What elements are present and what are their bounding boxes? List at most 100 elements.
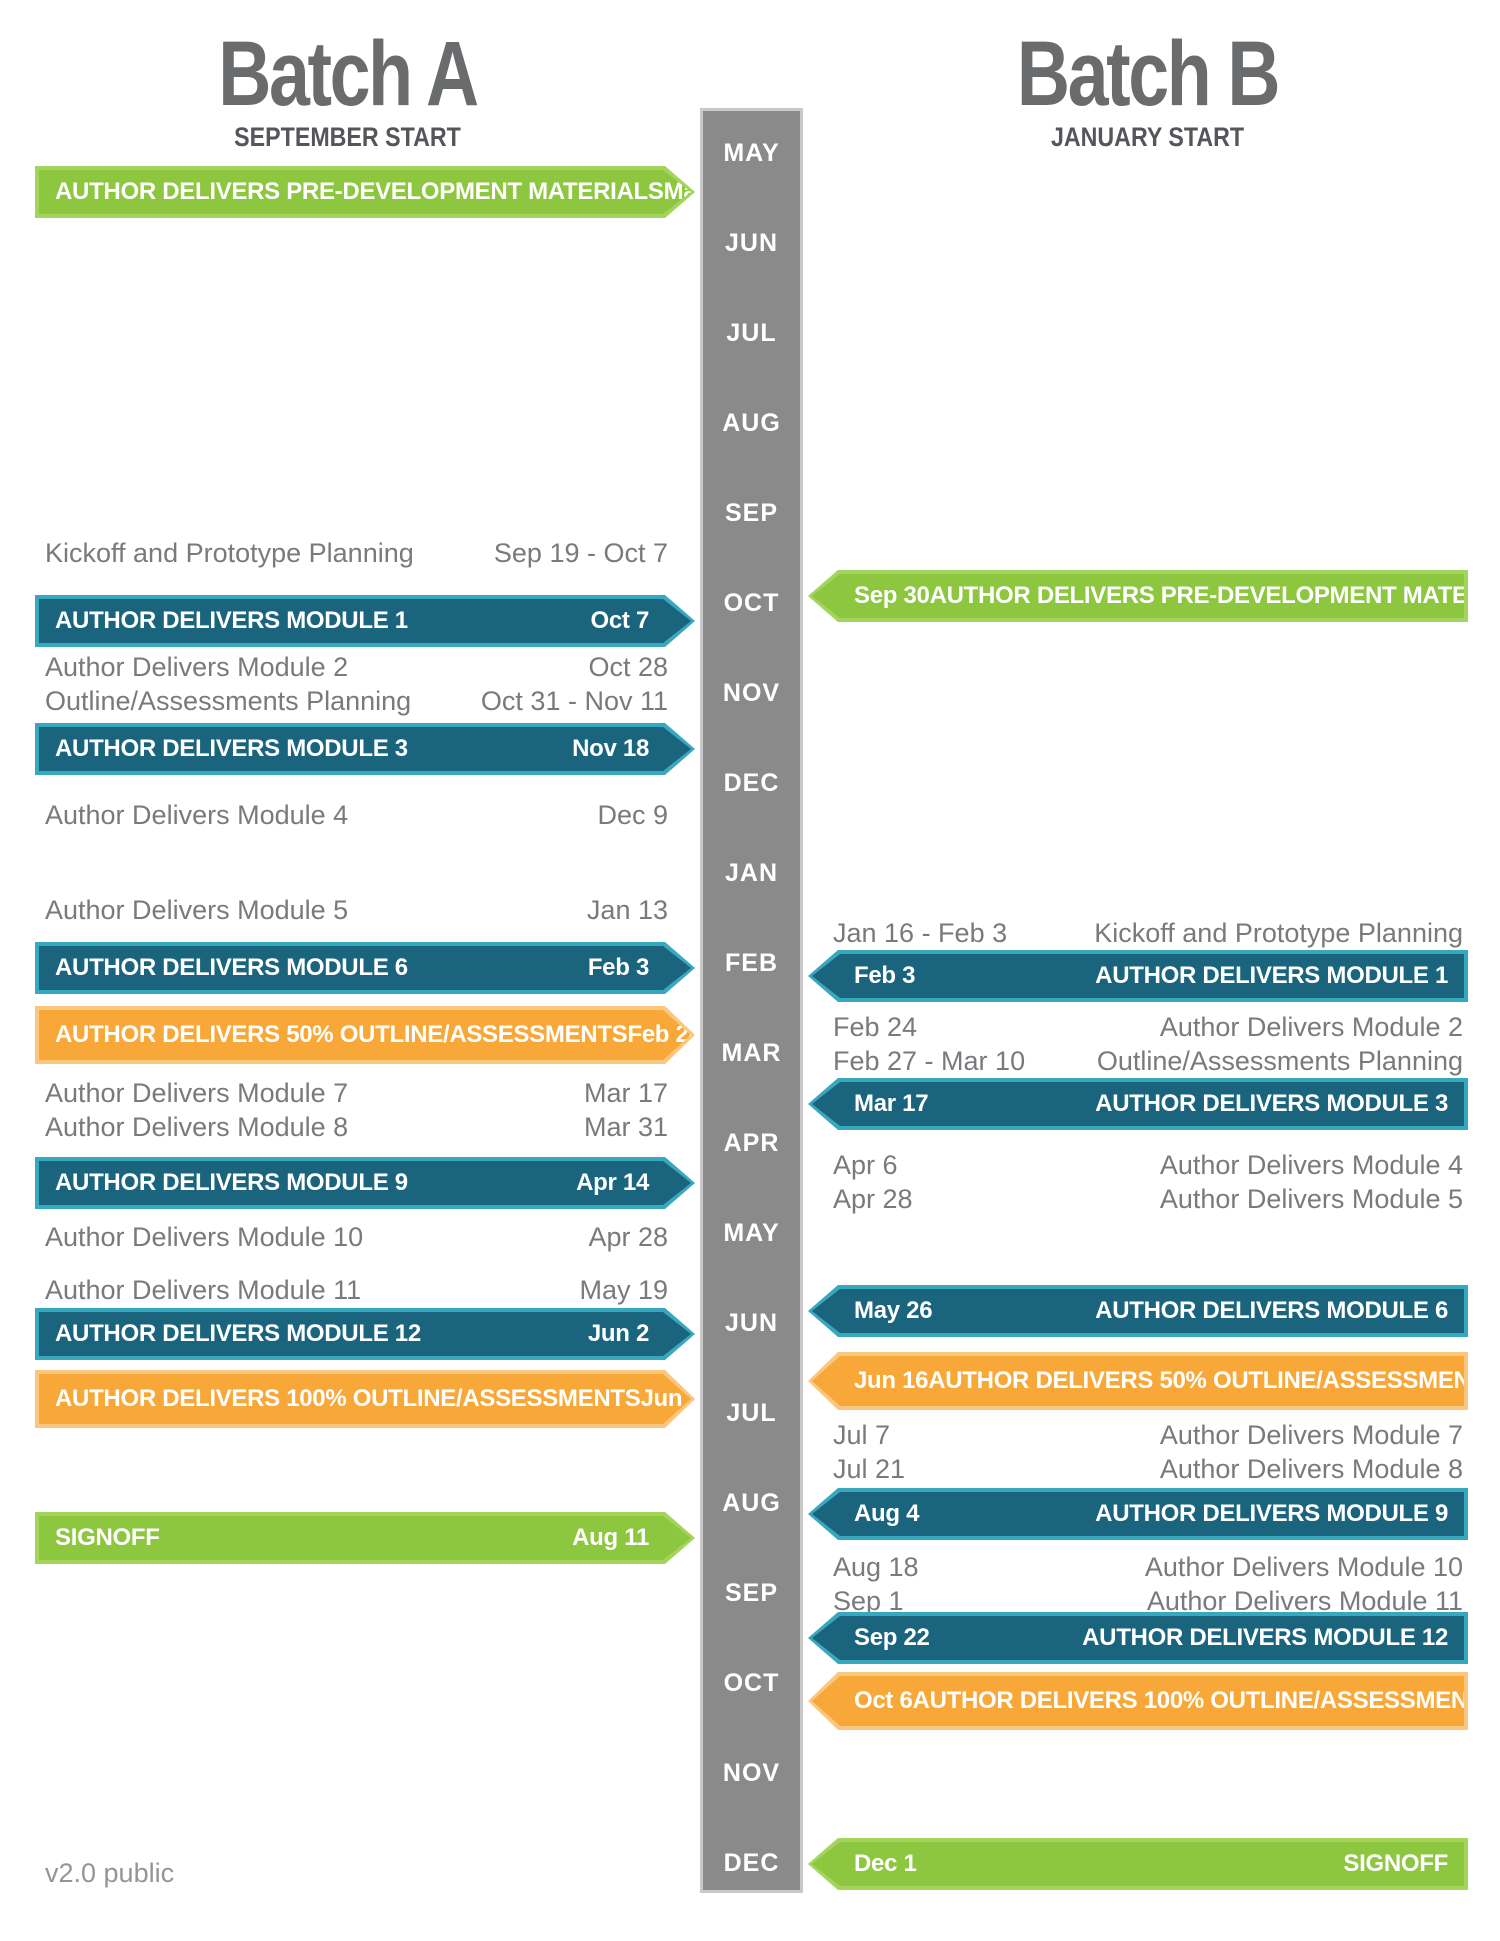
banner-date: Feb 3 (854, 962, 916, 989)
row-date: Mar 31 (583, 1112, 668, 1142)
month-label: SEP (724, 1579, 779, 1607)
timeline-row: Kickoff and Prototype Planning Sep 19 - … (45, 538, 668, 569)
banner-label: AUTHOR DELIVERS MODULE 12 (1082, 1624, 1448, 1651)
row-label: Author Delivers Module 5 (1159, 1184, 1463, 1214)
row-date: Apr 28 (833, 1184, 913, 1214)
row-date: Dec 9 (597, 800, 668, 830)
banner-label: AUTHOR DELIVERS MODULE 3 (55, 735, 408, 762)
month-spine (700, 108, 803, 1893)
row-label: Kickoff and Prototype Planning (1094, 918, 1463, 948)
timeline-row: Sep 1 Author Delivers Module 11 (833, 1586, 1463, 1617)
row-date: Jan 13 (586, 895, 668, 925)
row-date: Jul 21 (833, 1454, 906, 1484)
milestone-banner-50pct-a: AUTHOR DELIVERS 50% OUTLINE/ASSESSMENTS … (35, 1006, 695, 1064)
timeline-row: Apr 6 Author Delivers Module 4 (833, 1150, 1463, 1181)
banner-label: AUTHOR DELIVERS MODULE 6 (1095, 1297, 1448, 1324)
row-date: Apr 6 (833, 1150, 898, 1180)
row-label: Outline/Assessments Planning (45, 686, 412, 716)
row-label: Author Delivers Module 10 (45, 1222, 364, 1252)
timeline-row: Jan 16 - Feb 3 Kickoff and Prototype Pla… (833, 918, 1463, 949)
batch-b-header: Batch B JANUARY START (805, 28, 1490, 153)
banner-label: AUTHOR DELIVERS MODULE 1 (1095, 962, 1448, 989)
milestone-banner-module12-a: AUTHOR DELIVERS MODULE 12 Jun 2 (35, 1308, 695, 1360)
timeline-row: Author Delivers Module 4 Dec 9 (45, 800, 668, 831)
banner-label: AUTHOR DELIVERS PRE-DEVELOPMENT MATERIAL… (929, 582, 1500, 609)
timeline-row: Author Delivers Module 7 Mar 17 (45, 1078, 668, 1109)
milestone-banner-module1-a: AUTHOR DELIVERS MODULE 1 Oct 7 (35, 595, 695, 647)
row-label: Outline/Assessments Planning (1096, 1046, 1463, 1076)
banner-date: Oct 6 (854, 1687, 913, 1714)
month-label: AUG (722, 1489, 781, 1517)
row-label: Kickoff and Prototype Planning (45, 538, 414, 568)
month-label: SEP (724, 499, 779, 527)
banner-date: Apr 14 (576, 1169, 649, 1196)
milestone-banner-module6-a: AUTHOR DELIVERS MODULE 6 Feb 3 (35, 942, 695, 994)
row-date: Mar 17 (583, 1078, 668, 1108)
row-label: Author Delivers Module 8 (1159, 1454, 1463, 1484)
batch-b-title: Batch B (1016, 23, 1281, 125)
banner-label: SIGNOFF (1343, 1850, 1448, 1877)
banner-label: AUTHOR DELIVERS MODULE 1 (55, 607, 408, 634)
milestone-banner-100pct-a: AUTHOR DELIVERS 100% OUTLINE/ASSESSMENTS… (35, 1370, 695, 1428)
banner-label: AUTHOR DELIVERS MODULE 12 (55, 1320, 421, 1347)
version-label: v2.0 public (45, 1858, 175, 1888)
banner-date: Feb 24 (627, 1021, 702, 1048)
row-label: Author Delivers Module 7 (1159, 1420, 1463, 1450)
banner-label: AUTHOR DELIVERS MODULE 6 (55, 954, 408, 981)
banner-date: Aug 11 (572, 1524, 649, 1551)
month-label: FEB (725, 949, 778, 977)
month-label: APR (723, 1129, 780, 1157)
milestone-banner-module3-a: AUTHOR DELIVERS MODULE 3 Nov 18 (35, 723, 695, 775)
banner-label: AUTHOR DELIVERS 100% OUTLINE/ASSESSMENTS (55, 1385, 641, 1412)
row-date: Jul 7 (833, 1420, 891, 1450)
banner-date: Sep 22 (854, 1624, 930, 1651)
row-date: Jan 16 - Feb 3 (833, 918, 1008, 948)
month-label: DEC (723, 1849, 780, 1877)
milestone-banner-50pct-b: Jun 16 AUTHOR DELIVERS 50% OUTLINE/ASSES… (808, 1352, 1468, 1410)
banner-label: AUTHOR DELIVERS MODULE 9 (55, 1169, 408, 1196)
milestone-banner-signoff-a: SIGNOFF Aug 11 (35, 1512, 695, 1564)
banner-label: AUTHOR DELIVERS 100% OUTLINE/ASSESSMENTS (912, 1687, 1498, 1714)
timeline-row: Jul 7 Author Delivers Module 7 (833, 1420, 1463, 1451)
milestone-banner-100pct-b: Oct 6 AUTHOR DELIVERS 100% OUTLINE/ASSES… (808, 1672, 1468, 1730)
milestone-banner-module1-b: Feb 3 AUTHOR DELIVERS MODULE 1 (808, 950, 1468, 1002)
timeline-row: Jul 21 Author Delivers Module 8 (833, 1454, 1463, 1485)
timeline-row: Apr 28 Author Delivers Module 5 (833, 1184, 1463, 1215)
banner-label: AUTHOR DELIVERS MODULE 9 (1095, 1500, 1448, 1527)
milestone-banner-module3-b: Mar 17 AUTHOR DELIVERS MODULE 3 (808, 1078, 1468, 1130)
timeline-row: Author Delivers Module 2 Oct 28 (45, 652, 668, 683)
timeline-row: Outline/Assessments Planning Oct 31 - No… (45, 686, 668, 717)
row-label: Author Delivers Module 11 (1146, 1586, 1463, 1616)
batch-a-header: Batch A SEPTEMBER START (0, 28, 695, 153)
timeline-row: Aug 18 Author Delivers Module 10 (833, 1552, 1463, 1583)
month-label: JUN (724, 1309, 778, 1337)
banner-date: Dec 1 (854, 1850, 917, 1877)
row-label: Author Delivers Module 7 (45, 1078, 349, 1108)
banner-date: Nov 18 (572, 735, 649, 762)
row-label: Author Delivers Module 2 (1159, 1012, 1463, 1042)
milestone-banner-signoff-b: Dec 1 SIGNOFF (808, 1838, 1468, 1890)
milestone-banner-module9-b: Aug 4 AUTHOR DELIVERS MODULE 9 (808, 1488, 1468, 1540)
milestone-banner-module12-b: Sep 22 AUTHOR DELIVERS MODULE 12 (808, 1612, 1468, 1664)
row-label: Author Delivers Module 4 (1159, 1150, 1463, 1180)
banner-date: Jun 2 (587, 1320, 649, 1347)
month-label: DEC (723, 769, 780, 797)
milestone-banner-predev-a: AUTHOR DELIVERS PRE-DEVELOPMENT MATERIAL… (35, 166, 695, 218)
month-label: NOV (722, 679, 781, 707)
month-label: OCT (723, 1669, 780, 1697)
row-date: Sep 1 (833, 1586, 904, 1616)
banner-date: Jun 16 (854, 1367, 929, 1394)
row-label: Author Delivers Module 8 (45, 1112, 349, 1142)
month-label: JUN (724, 229, 778, 257)
month-label: JAN (724, 859, 778, 887)
month-label: AUG (722, 409, 781, 437)
month-label: JUL (726, 319, 777, 347)
month-label: OCT (723, 589, 780, 617)
timeline-row: Feb 27 - Mar 10 Outline/Assessments Plan… (833, 1046, 1463, 1077)
row-date: Oct 28 (588, 652, 668, 682)
row-date: Oct 31 - Nov 11 (480, 686, 668, 716)
row-label: Author Delivers Module 2 (45, 652, 349, 682)
timeline-row: Author Delivers Module 11 May 19 (45, 1275, 668, 1306)
row-label: Author Delivers Module 11 (45, 1275, 362, 1305)
